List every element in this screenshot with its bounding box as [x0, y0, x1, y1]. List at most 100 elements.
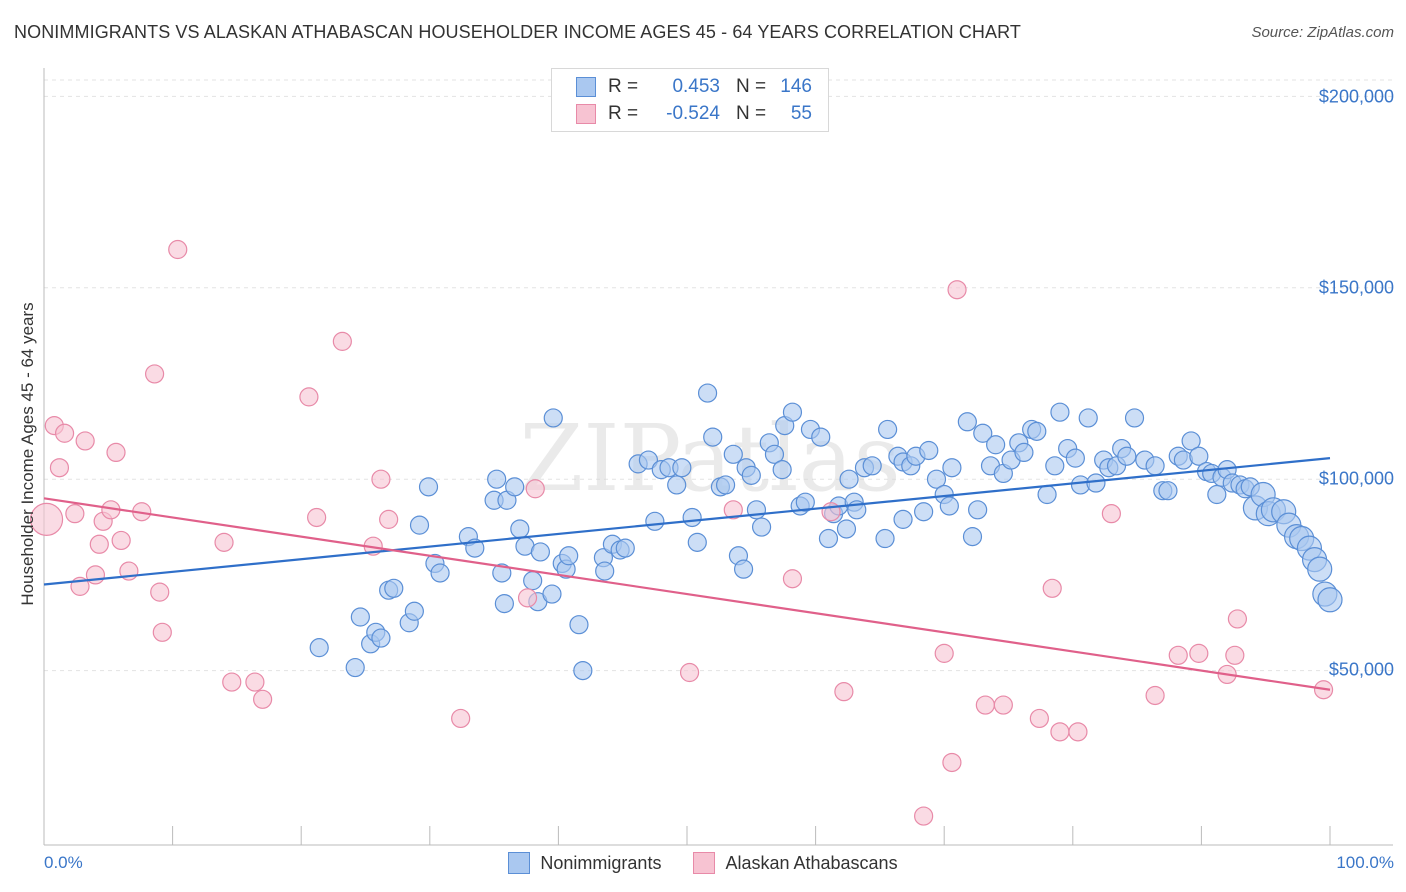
- nonimmigrant-point: [839, 469, 859, 489]
- nonimmigrant-point: [404, 601, 424, 621]
- nonimmigrant-point: [1037, 484, 1057, 505]
- nonimmigrant-point: [350, 607, 370, 627]
- athabascan-point: [1029, 708, 1049, 729]
- nonimmigrant-point: [741, 465, 761, 485]
- nonimmigrant-point: [878, 419, 898, 440]
- nonimmigrant-point: [1207, 484, 1227, 505]
- nonimmigrant-point: [559, 546, 579, 566]
- nonimmigrant-point: [384, 578, 404, 598]
- n-value: 55: [790, 103, 812, 124]
- nonimmigrant-point: [543, 408, 563, 428]
- athabascan-point: [150, 582, 170, 602]
- r-label: R =: [608, 76, 639, 97]
- y-tick-label: $150,000: [1318, 277, 1394, 298]
- athabascan-point: [299, 387, 319, 407]
- athabascan-point: [1227, 609, 1248, 629]
- n-value: 146: [780, 76, 812, 97]
- chart-title: NONIMMIGRANTS VS ALASKAN ATHABASCAN HOUS…: [14, 22, 1022, 42]
- athabascan-point: [152, 622, 172, 642]
- nonimmigrant-point: [1065, 448, 1085, 468]
- nonimmigrant-point: [1189, 446, 1209, 466]
- nonimmigrant-point: [1317, 587, 1343, 613]
- nonimmigrant-point: [973, 423, 993, 443]
- blue-swatch-icon: [508, 852, 531, 874]
- nonimmigrant-point: [723, 444, 743, 464]
- nonimmigrant-point: [638, 450, 659, 470]
- nonimmigrant-point: [1158, 481, 1178, 501]
- r-label: R =: [608, 103, 639, 124]
- athabascan-point: [85, 565, 106, 585]
- athabascan-point: [75, 431, 95, 451]
- athabascan-point: [1068, 722, 1088, 742]
- nonimmigrant-point: [667, 475, 687, 495]
- r-value: -0.524: [666, 103, 720, 124]
- nonimmigrant-point: [919, 440, 939, 461]
- legend-item-alaskan-athabascans: Alaskan Athabascans: [693, 852, 898, 874]
- nonimmigrant-point: [1307, 556, 1333, 582]
- nonimmigrant-point: [957, 412, 977, 432]
- nonimmigrant-point: [371, 628, 391, 648]
- source-credit: Source: ZipAtlas.com: [1251, 24, 1394, 41]
- nonimmigrant-point: [573, 660, 593, 681]
- athabascan-point: [517, 588, 538, 608]
- athabascan-point: [106, 442, 126, 463]
- athabascan-point: [1145, 685, 1165, 706]
- nonimmigrant-point: [875, 528, 895, 549]
- athabascan-point: [1189, 643, 1209, 663]
- nonimmigrant-point: [430, 563, 450, 583]
- legend-item-nonimmigrants: Nonimmigrants: [508, 852, 661, 874]
- nonimmigrant-point: [1086, 473, 1106, 493]
- n-label: N =: [736, 76, 767, 97]
- athabascan-point: [1042, 578, 1062, 598]
- nonimmigrant-point: [962, 527, 983, 547]
- athabascan-point: [525, 479, 545, 499]
- nonimmigrant-point: [893, 509, 913, 529]
- nonimmigrant-point: [697, 383, 718, 403]
- nonimmigrant-point: [811, 427, 831, 447]
- athabascan-point: [934, 643, 954, 663]
- nonimmigrant-point: [530, 542, 550, 562]
- x-tick-label: 0.0%: [44, 853, 83, 872]
- nonimmigrant-point: [409, 515, 430, 535]
- athabascan-point: [111, 530, 131, 551]
- nonimmigrant-point: [1117, 446, 1137, 466]
- nonimmigrant-point: [715, 475, 736, 495]
- nonimmigrant-point: [645, 511, 665, 531]
- nonimmigrant-point: [782, 402, 803, 422]
- athabascan-point: [1050, 722, 1070, 742]
- nonimmigrant-point: [505, 477, 525, 497]
- athabascan-point: [975, 695, 995, 715]
- athabascan-point: [307, 507, 327, 528]
- athabascan-point: [679, 662, 700, 683]
- legend-label: Nonimmigrants: [540, 852, 662, 873]
- athabascan-point: [1225, 645, 1245, 665]
- nonimmigrant-point: [1045, 456, 1065, 476]
- blue-swatch-icon: [576, 77, 596, 97]
- athabascan-point: [144, 364, 165, 384]
- nonimmigrant-point: [942, 458, 962, 478]
- athabascan-trend-line: [43, 497, 1331, 691]
- nonimmigrant-point: [1145, 456, 1165, 476]
- athabascan-point: [222, 672, 242, 692]
- nonimmigrant-point: [569, 615, 589, 635]
- nonimmigrant-point: [733, 559, 754, 579]
- athabascan-point: [993, 695, 1013, 715]
- nonimmigrant-point: [968, 500, 988, 520]
- athabascan-point: [168, 239, 188, 260]
- nonimmigrant-point: [1078, 408, 1098, 428]
- nonimmigrant-point: [1181, 431, 1201, 451]
- nonimmigrant-point: [914, 502, 934, 522]
- athabascan-point: [379, 509, 399, 529]
- athabascan-point: [332, 331, 352, 351]
- y-tick-label: $50,000: [1328, 659, 1394, 680]
- athabascan-point: [54, 423, 75, 443]
- legend-label: Alaskan Athabascans: [725, 852, 898, 873]
- nonimmigrant-point: [836, 519, 857, 539]
- nonimmigrant-trend-line: [43, 457, 1331, 586]
- nonimmigrant-point: [672, 458, 692, 478]
- y-tick-label: $100,000: [1318, 468, 1394, 489]
- athabascan-point: [834, 682, 854, 702]
- nonimmigrant-point: [615, 538, 635, 558]
- x-tick-label: 100.0%: [1336, 853, 1394, 872]
- nonimmigrant-point: [492, 563, 512, 583]
